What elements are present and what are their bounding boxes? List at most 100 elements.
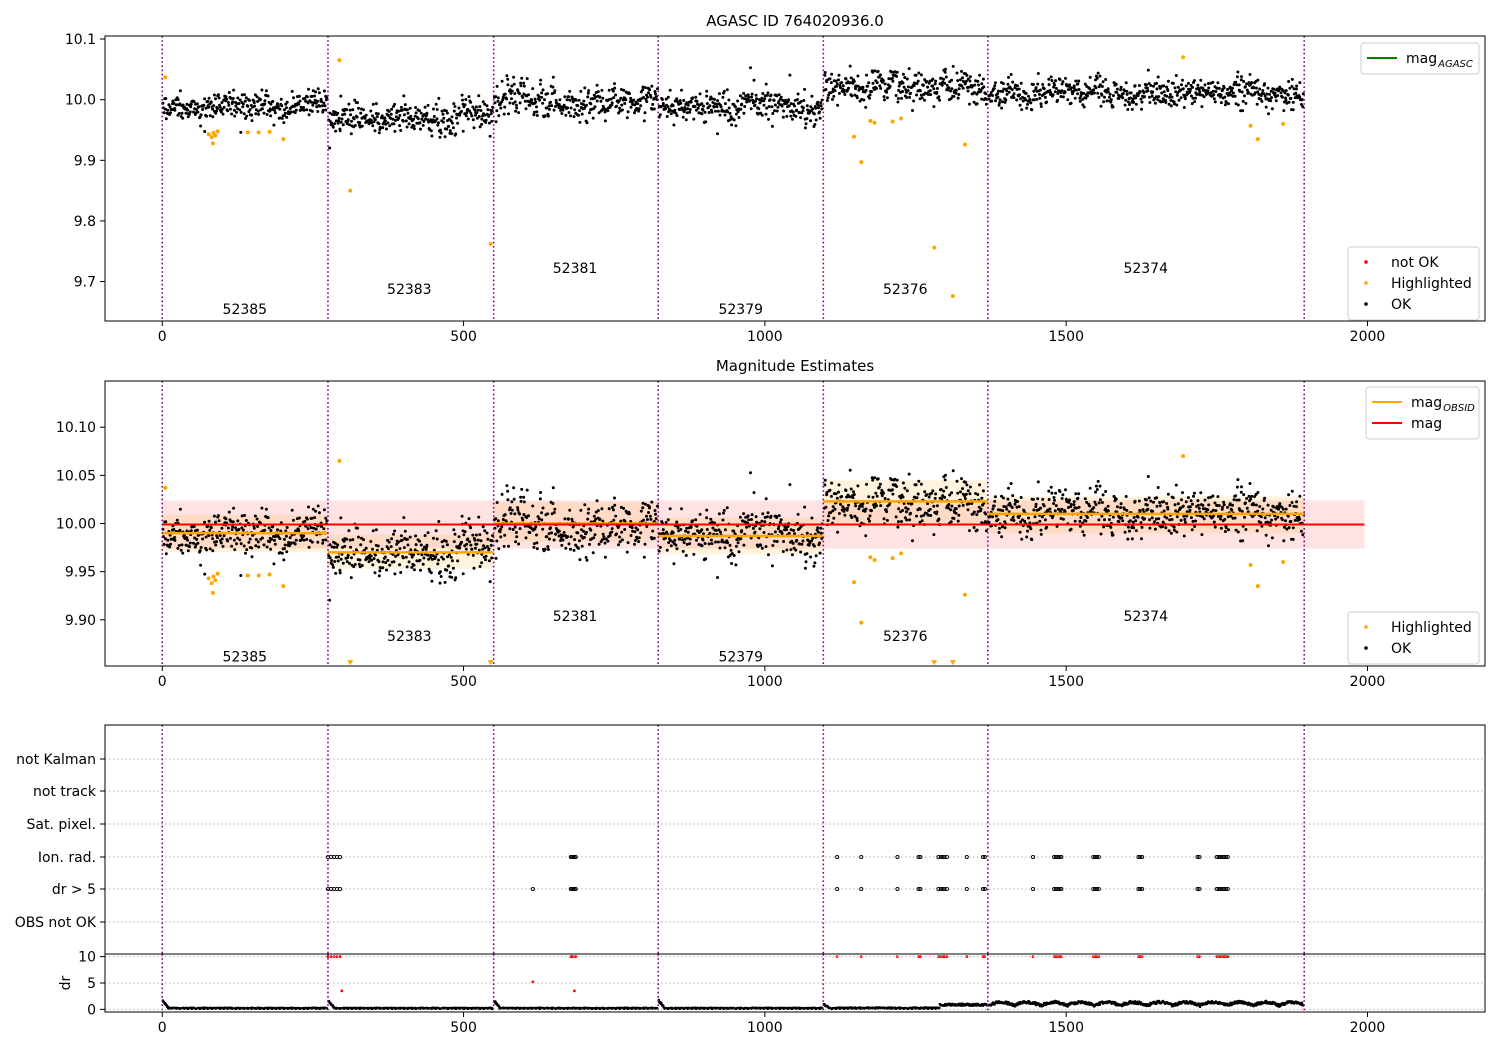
panel-1-ok-point [812, 112, 816, 116]
panel-2-ok-point [1201, 503, 1205, 507]
panel-2-ok-point [1174, 483, 1178, 487]
panel-2-ok-point [1181, 491, 1184, 495]
panel-2-ok-point [749, 471, 752, 475]
panel-1-ok-point [245, 114, 249, 118]
panel-2-ok-point [1078, 524, 1082, 528]
panel-1-ok-point [1188, 87, 1192, 91]
panel-2-ok-point [541, 527, 545, 531]
panel-2-ok-point [681, 538, 685, 542]
panel-2-ok-point [648, 514, 652, 518]
panel-1-ok-point [799, 100, 803, 103]
panel-2-ok-point [787, 531, 791, 535]
panel-1-ok-point [297, 102, 301, 106]
panel-2-ok-point [885, 518, 889, 522]
panel-2-ok-point [678, 537, 682, 541]
panel-2-ok-point [610, 505, 614, 509]
panel-2-ok-point [387, 540, 391, 544]
panel-1-ok-point [573, 108, 577, 112]
panel-2-ok-point [812, 544, 816, 548]
panel-2-xtick-label: 500 [450, 674, 477, 690]
panel-2-ok-point [684, 554, 688, 557]
panel-2-ok-point [260, 536, 264, 540]
panel-1-ok-point [363, 116, 367, 120]
panel-2-ok-point [255, 517, 259, 521]
flag-point [530, 886, 535, 892]
panel-1-ok-point [577, 113, 580, 117]
panel-1-ok-point [568, 98, 572, 102]
panel-2-ok-point [535, 541, 539, 545]
panel-2-ok-point [346, 553, 350, 557]
panel-1-ok-point [632, 98, 636, 102]
panel-1-ok-point [445, 127, 449, 131]
panel-1-ok-point [220, 101, 224, 105]
panel-1-ok-point [460, 109, 463, 113]
panel-2-ok-point [1034, 502, 1038, 506]
panel-2-ok-point [993, 499, 997, 503]
panel-1-xtick-label: 1000 [747, 329, 783, 345]
panel-2-ok-point [993, 495, 997, 499]
panel-1-ok-point [817, 106, 820, 110]
panel-2-ok-point [460, 540, 463, 544]
panel-2-highlighted-point [1181, 454, 1186, 459]
panel-2-ok-point [1148, 518, 1151, 522]
panel-2-ok-point [1155, 496, 1159, 500]
panel-2-ok-point [887, 503, 891, 507]
panel-1-ok-point [1017, 87, 1021, 91]
panel-2-ok-point [421, 562, 425, 566]
panel-2-ok-point [868, 519, 871, 523]
panel-2-ok-point [737, 550, 741, 554]
panel-2-ok-point [540, 511, 544, 515]
panel-2-ok-point [513, 512, 517, 516]
panel-1-ok-point [641, 88, 645, 92]
panel-1-ok-point [710, 110, 714, 114]
panel-2-ok-point [1005, 507, 1009, 511]
panel-1-ok-point [956, 96, 960, 100]
panel-1-ok-point [589, 102, 593, 106]
panel-2-ok-point [557, 529, 561, 533]
flag-point [936, 886, 941, 892]
panel-1-ok-point [1211, 80, 1215, 84]
panel-2-ok-point [1086, 516, 1089, 519]
panel-2-ok-point [984, 512, 988, 516]
panel-2-ok-point [625, 550, 629, 554]
panel-2-legend-point-swatch [1364, 646, 1368, 650]
panel-2-ok-point [431, 554, 435, 558]
panel-2-ok-point [819, 531, 823, 535]
panel-1-obsid-label: 52381 [553, 261, 598, 277]
panel-2-ok-point [1236, 478, 1240, 482]
panel-1-ok-point [1154, 95, 1158, 99]
panel-1-ok-point [394, 118, 397, 122]
panel-2-ok-point [954, 511, 958, 515]
panel-1-ok-point [1212, 93, 1216, 97]
panel-1-ok-point [756, 112, 760, 116]
panel-2-ok-point [313, 516, 317, 520]
panel-2-ok-point [545, 535, 549, 539]
panel-2-ok-point [305, 517, 309, 521]
panel-1-ok-point [578, 120, 582, 124]
panel-1-ok-point [533, 97, 537, 101]
panel-2-ok-point [601, 519, 605, 523]
panel-1-ok-point [1019, 81, 1023, 85]
panel-2-ok-point [409, 548, 413, 552]
panel-2-ok-point [809, 555, 813, 559]
panel-1-ok-point [779, 95, 783, 99]
panel-1-ok-point [317, 91, 321, 95]
panel-1-ok-point [1012, 96, 1016, 100]
panel-2-ok-point [400, 538, 404, 542]
panel-2-ok-point [224, 517, 228, 521]
flag-point [982, 886, 987, 892]
panel-2-ok-point [842, 509, 846, 513]
panel-1-ok-point [579, 89, 583, 93]
panel-2-ok-point [1077, 505, 1081, 509]
panel-2-ok-point [559, 539, 563, 542]
panel-1-ok-point [402, 94, 406, 98]
panel-2-ok-point [825, 493, 829, 497]
panel-1-ok-point [1001, 100, 1004, 104]
panel-1-ok-point [357, 106, 360, 110]
panel-2-ok-point [1012, 519, 1016, 522]
panel-2-ok-point [405, 537, 409, 541]
panel-2-ok-point [714, 540, 717, 544]
panel-2-ok-point [1045, 525, 1049, 529]
panel-1-ok-point [839, 86, 842, 90]
panel-1-ok-point [376, 112, 380, 116]
